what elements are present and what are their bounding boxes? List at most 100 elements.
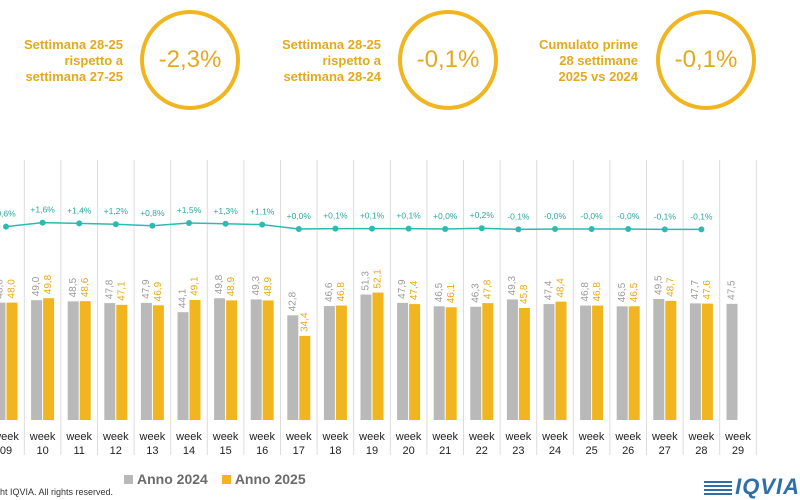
bar-2025: [518, 307, 530, 420]
x-tick-label-week: week: [395, 431, 422, 443]
variation-label: -0,0%: [617, 211, 640, 221]
bar-2025: [116, 304, 128, 420]
x-tick-label-week: week: [285, 431, 312, 443]
kpi-1-label-line-3: settimana 27-25: [25, 69, 123, 84]
x-tick-label-week: week: [541, 431, 568, 443]
iqvia-logo: IQVIA: [704, 474, 800, 500]
variation-point: [625, 226, 632, 232]
legend-label-2025: Anno 2025: [234, 471, 306, 487]
bar-value-label: 49,5: [653, 275, 664, 295]
kpi-1-label-line-1: Settimana 28-25: [24, 37, 123, 52]
kpi-1-label-line-2: rispetto a: [64, 53, 123, 68]
bar-2024: [250, 299, 262, 420]
variation-point: [661, 226, 668, 233]
kpi-2-label-line-2: rispetto a: [322, 53, 381, 68]
bar-value-label: 48,6: [80, 277, 91, 297]
kpi-3-value: -0,1%: [674, 46, 738, 73]
bar-2025: [43, 298, 55, 420]
x-tick-label-week: week: [139, 431, 166, 443]
x-tick-label-week: week: [724, 431, 751, 443]
variation-label: +0,0%: [433, 211, 458, 221]
variation-point: [369, 225, 375, 232]
x-tick-label-week: week: [212, 431, 239, 443]
x-tick-label-week: week: [322, 431, 349, 443]
bar-value-label: 46,9: [153, 281, 164, 301]
bar-value-label: 48,4: [556, 278, 567, 298]
x-tick-label-week: week: [431, 431, 458, 443]
bar-value-label: 42,8: [287, 291, 298, 311]
bar-value-label: 47,4: [544, 280, 555, 300]
bar-2025: [372, 292, 384, 420]
bar-value-label: 46,1: [446, 283, 457, 303]
copyright-text: ht IQVIA. All rights reserved.: [0, 487, 114, 497]
kpi-1-label: Settimana 28-25 rispetto a settimana 27-…: [5, 37, 123, 85]
bar-value-label: 49,3: [507, 276, 518, 296]
bar-2024: [287, 315, 299, 420]
bar-2024: [506, 299, 518, 420]
x-tick-label-number: 09: [0, 445, 12, 457]
x-tick-label-number: 21: [439, 445, 451, 457]
bar-2025: [665, 300, 677, 420]
variation-point: [478, 225, 485, 232]
x-tick-label-number: 24: [549, 445, 561, 457]
x-tick-label-number: 10: [36, 445, 48, 457]
variation-label: +1,2%: [104, 206, 129, 216]
bar-2025: [299, 335, 311, 420]
variation-label: -0,1%: [654, 211, 677, 221]
x-tick-label-week: week: [29, 431, 56, 443]
kpi-3-label-line-2: 28 settimane: [559, 53, 638, 68]
bar-2025: [189, 299, 201, 420]
x-tick-label-week: week: [0, 431, 19, 443]
weekly-bar-chart: 48,0 49,0 48,5 47,8 47,9 44,1 49,8 49,3 42,8 46,6…: [0, 160, 757, 457]
bar-value-label: 34,4: [299, 312, 310, 332]
bar-2025: [6, 302, 18, 420]
bar-2025: [628, 306, 640, 420]
kpi-2-circle: -0,1%: [398, 10, 498, 110]
legend-item-2024: Anno 2024: [124, 471, 208, 487]
x-tick-label-number: 17: [293, 445, 305, 457]
x-tick-label-number: 23: [512, 445, 524, 457]
bar-value-label: 51,3: [361, 271, 372, 291]
bar-2024: [360, 294, 372, 420]
x-tick-label-week: week: [248, 431, 275, 443]
variation-point: [112, 221, 119, 228]
bar-value-label: 46,5: [629, 282, 640, 302]
bar-value-label: 47,4: [409, 280, 420, 300]
variation-label: +0,1%: [396, 211, 421, 221]
bar-2024: [67, 301, 79, 420]
bar-2024: [177, 312, 189, 420]
x-tick-label-number: 29: [732, 445, 744, 457]
variation-point: [295, 226, 302, 232]
bar-2024: [323, 306, 335, 420]
variation-point: [186, 220, 192, 226]
bar-2024: [616, 306, 628, 420]
bar-2025: [152, 305, 164, 420]
variation-label: -0,1%: [690, 211, 713, 221]
x-tick-label-week: week: [505, 431, 532, 443]
x-tick-label-number: 11: [73, 445, 84, 457]
kpi-2-label: Settimana 28-25 rispetto a settimana 28-…: [263, 37, 381, 85]
variation-point: [698, 226, 705, 233]
bar-value-label: 48,7: [665, 277, 676, 297]
kpi-2-label-line-1: Settimana 28-25: [282, 37, 381, 52]
bar-value-label: 48,0: [7, 279, 18, 299]
x-tick-label-number: 12: [110, 445, 122, 457]
bar-value-label: 47,8: [104, 279, 115, 299]
variation-label: -0,0%: [544, 211, 567, 221]
x-tick-label-number: 18: [329, 445, 341, 457]
bar-value-label: 49,0: [31, 276, 42, 296]
bar-2025: [701, 303, 713, 420]
kpi-2-value: -0,1%: [416, 46, 480, 73]
x-tick-label-week: week: [688, 431, 715, 443]
variation-label: 0,6%: [0, 209, 16, 219]
bar-value-label: 49,3: [251, 276, 262, 296]
kpi-3-label-line-3: 2025 vs 2024: [558, 69, 638, 84]
x-tick-label-week: week: [65, 431, 92, 443]
x-tick-label-number: 19: [366, 445, 378, 457]
x-tick-label-number: 22: [476, 445, 488, 457]
bar-2024: [31, 300, 43, 420]
variation-label: +0,1%: [360, 211, 385, 221]
legend-label-2024: Anno 2024: [137, 471, 208, 487]
bar-value-label: 46,8: [592, 282, 603, 302]
variation-label: +1,1%: [250, 207, 275, 217]
